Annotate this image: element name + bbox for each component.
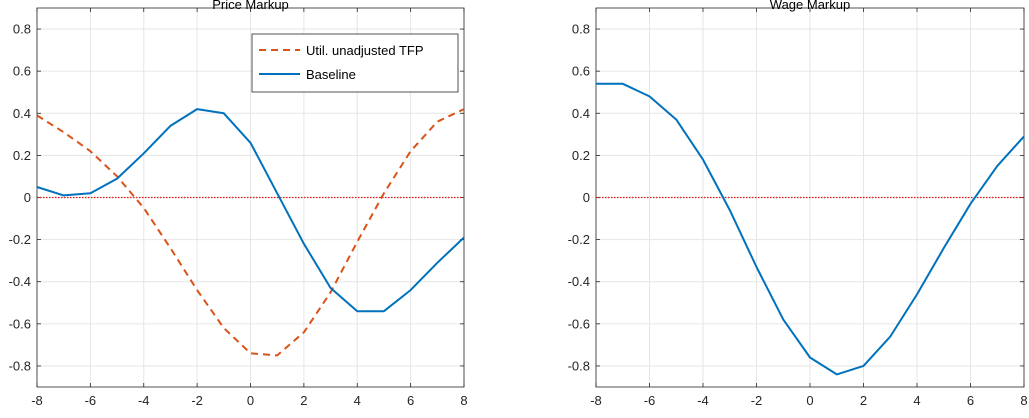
x-tick-label: 0: [806, 393, 813, 408]
x-tick-label: -4: [138, 393, 150, 408]
y-tick-label: -0.8: [568, 358, 590, 373]
series-line: [596, 82, 1025, 376]
price-markup-chart: -8 -6 -4 -2 0 2 4 6 8 -0.8 -0.6 -0.4 -0.2 0 0.2 0.4 0.6 0…: [9, 0, 468, 408]
y-tick-label: -0.2: [568, 232, 590, 247]
x-tick-label: -2: [751, 393, 763, 408]
y-tick-label: 0.6: [13, 64, 31, 79]
y-tick-label: -0.4: [568, 274, 590, 289]
legend-label: Baseline: [306, 67, 356, 82]
x-tick-label: -8: [31, 393, 43, 408]
y-tick-label: -0.8: [9, 358, 31, 373]
chart-title: Price Markup: [212, 0, 289, 12]
series-line-util-unadjusted-tfp: [36, 108, 465, 357]
x-tick-label: -6: [644, 393, 656, 408]
y-tick-label: -0.2: [9, 232, 31, 247]
y-tick-label: 0.4: [572, 106, 590, 121]
y-tick-label: 0.6: [572, 64, 590, 79]
x-tick-label: 2: [860, 393, 867, 408]
x-tick-label: 8: [460, 393, 467, 408]
y-tick-label: 0.8: [572, 22, 590, 37]
x-tick-label: 2: [300, 393, 307, 408]
legend-box: [251, 33, 459, 93]
legend: Util. unadjusted TFP Baseline: [251, 33, 459, 93]
x-tick-label: -2: [191, 393, 203, 408]
x-tick-label: 4: [913, 393, 920, 408]
chart-title: Wage Markup: [770, 0, 850, 12]
x-tick-label: 4: [354, 393, 361, 408]
x-tick-label: 6: [407, 393, 414, 408]
y-tick-label: 0: [24, 190, 31, 205]
y-tick-label: 0.4: [13, 106, 31, 121]
x-tick-label: 0: [247, 393, 254, 408]
x-tick-label: -4: [697, 393, 709, 408]
y-tick-label: 0: [583, 190, 590, 205]
series-line-baseline: [36, 108, 465, 313]
y-tick-label: -0.6: [9, 316, 31, 331]
legend-label: Util. unadjusted TFP: [306, 43, 424, 58]
y-tick-label: 0.2: [572, 148, 590, 163]
y-tick-label: 0.2: [13, 148, 31, 163]
y-tick-label: -0.6: [568, 316, 590, 331]
x-tick-label: -8: [590, 393, 602, 408]
wage-markup-chart: -8 -6 -4 -2 0 2 4 6 8 -0.8 -0.6 -0.4 -0.2 0 0.2 0.4 0.6 0…: [568, 0, 1028, 408]
y-tick-label: 0.8: [13, 22, 31, 37]
x-tick-label: -6: [85, 393, 97, 408]
y-tick-label: -0.4: [9, 274, 31, 289]
x-tick-label: 6: [967, 393, 974, 408]
x-tick-label: 8: [1020, 393, 1027, 408]
